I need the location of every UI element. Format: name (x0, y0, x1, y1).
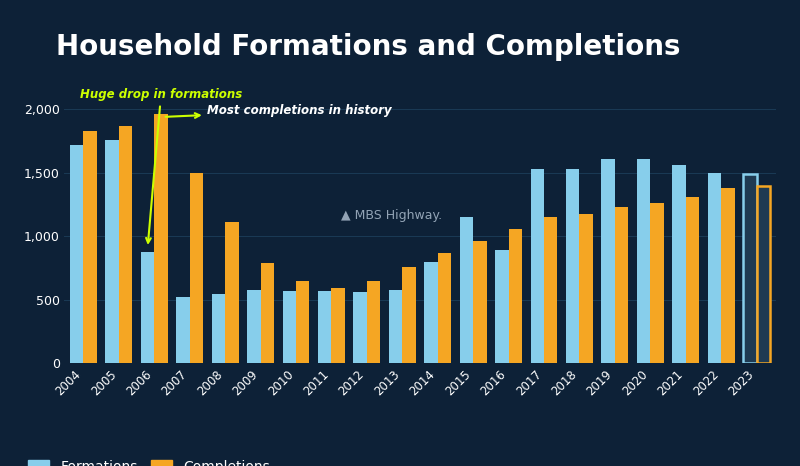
Bar (296, 281, 310, 363)
Bar (672, 165, 686, 363)
Bar (247, 290, 261, 363)
Bar (119, 126, 132, 363)
Bar (438, 253, 451, 363)
Bar (318, 291, 331, 363)
Bar (389, 290, 402, 363)
Bar (261, 263, 274, 363)
Text: Household Formations and Completions: Household Formations and Completions (56, 33, 681, 61)
Bar (650, 203, 664, 363)
Bar (757, 185, 770, 363)
Bar (530, 169, 544, 363)
Bar (70, 145, 83, 363)
Text: Most completions in history: Most completions in history (166, 104, 392, 118)
Bar (402, 267, 416, 363)
Bar (141, 252, 154, 363)
Bar (154, 114, 168, 363)
Bar (83, 131, 97, 363)
Bar (579, 213, 593, 363)
Bar (509, 229, 522, 363)
Bar (615, 207, 628, 363)
Bar (743, 174, 757, 363)
Bar (637, 159, 650, 363)
Bar (331, 288, 345, 363)
Bar (225, 222, 238, 363)
Bar (460, 217, 473, 363)
Bar (282, 291, 296, 363)
Bar (686, 197, 699, 363)
Legend: Formations, Completions: Formations, Completions (28, 460, 270, 466)
Bar (721, 188, 734, 363)
Bar (566, 169, 579, 363)
Bar (495, 250, 509, 363)
Text: Huge drop in formations: Huge drop in formations (80, 88, 242, 243)
Bar (176, 297, 190, 363)
Bar (106, 140, 119, 363)
Bar (424, 262, 438, 363)
Bar (708, 173, 721, 363)
Bar (473, 241, 486, 363)
Bar (367, 281, 380, 363)
Bar (602, 159, 615, 363)
Bar (190, 173, 203, 363)
Bar (354, 292, 367, 363)
Bar (212, 294, 225, 363)
Text: ▲ MBS Highway.: ▲ MBS Highway. (341, 209, 442, 222)
Bar (544, 217, 558, 363)
